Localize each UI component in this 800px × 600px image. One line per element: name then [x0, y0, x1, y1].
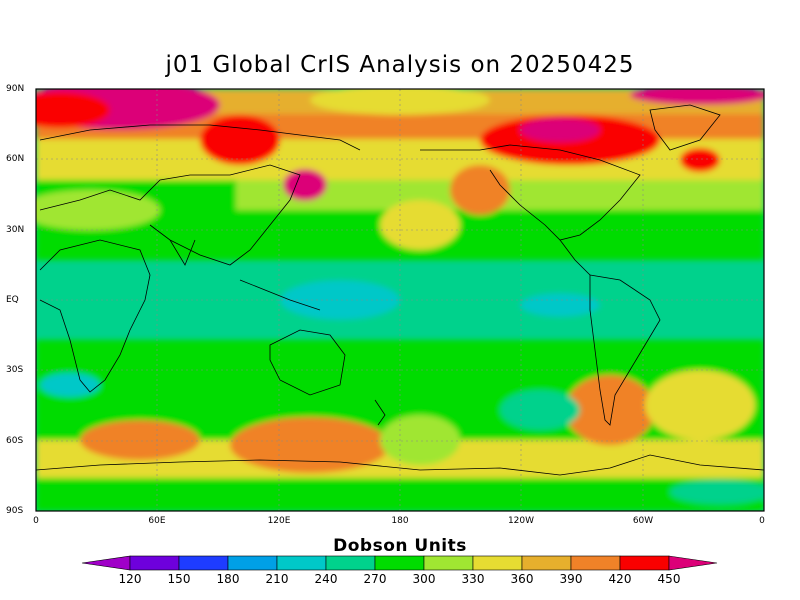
colorbar-swatch — [374, 555, 425, 571]
lon-label: 0 — [33, 516, 39, 526]
colorbar-tick-label: 180 — [216, 572, 240, 586]
colorbar-swatch — [227, 555, 278, 571]
colorbar-tick-label: 450 — [657, 572, 681, 586]
colorbar-tick-label: 210 — [265, 572, 289, 586]
colorbar-swatch — [129, 555, 180, 571]
map-frame — [35, 88, 765, 512]
colorbar-tick-label: 120 — [118, 572, 142, 586]
lat-label: 30S — [6, 365, 24, 375]
colorbar-title: Dobson Units — [333, 536, 467, 556]
colorbar-swatch — [521, 555, 572, 571]
lon-label: 120E — [267, 516, 291, 526]
colorbar-tick-label: 390 — [559, 572, 583, 586]
coastlines — [36, 104, 764, 476]
colorbar-swatch — [472, 555, 523, 571]
lon-label: 60W — [632, 516, 654, 526]
colorbar-tick-label: 270 — [363, 572, 387, 586]
colorbar-tick-label: 360 — [510, 572, 534, 586]
colorbar-tick-label: 420 — [608, 572, 632, 586]
colorbar-arrow-left — [81, 555, 131, 571]
lat-label: 90N — [6, 84, 25, 94]
colorbar-swatch — [570, 555, 621, 571]
colorbar — [81, 555, 718, 571]
ozone-field — [36, 89, 764, 511]
colorbar-arrow-right — [668, 555, 718, 571]
lon-label: 120W — [507, 516, 535, 526]
lat-label: 60N — [6, 154, 25, 164]
lat-label: 60S — [6, 436, 24, 446]
colorbar-swatch — [619, 555, 670, 571]
lat-label: 30N — [6, 225, 25, 235]
colorbar-swatch — [276, 555, 327, 571]
colorbar-swatch — [423, 555, 474, 571]
lat-label: 90S — [6, 506, 24, 516]
colorbar-tick-label: 150 — [167, 572, 191, 586]
lat-label: EQ — [6, 295, 19, 305]
colorbar-swatch — [178, 555, 229, 571]
colorbar-tick-label: 300 — [412, 572, 436, 586]
lon-label: 0 — [759, 516, 765, 526]
lon-label: 60E — [148, 516, 166, 526]
colorbar-tick-label: 330 — [461, 572, 485, 586]
map-title: j01 Global CrIS Analysis on 20250425 — [165, 52, 635, 78]
colorbar-tick-label: 240 — [314, 572, 338, 586]
lon-label: 180 — [391, 516, 409, 526]
colorbar-swatch — [325, 555, 376, 571]
